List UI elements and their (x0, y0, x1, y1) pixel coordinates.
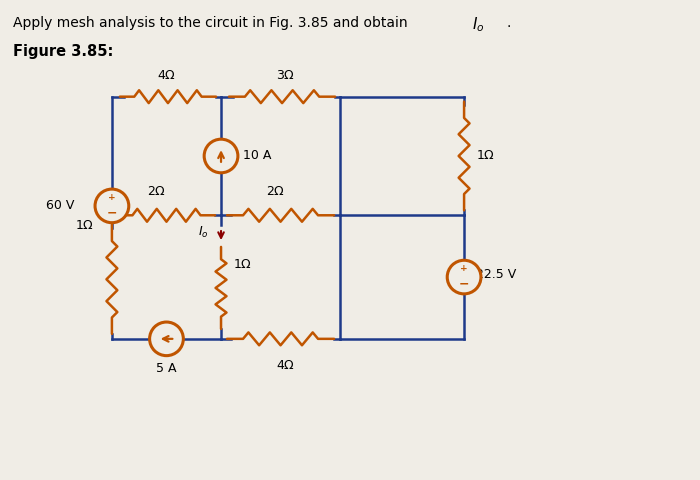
Circle shape (204, 139, 238, 173)
Text: 2$\Omega$: 2$\Omega$ (266, 185, 285, 199)
Text: Figure 3.85:: Figure 3.85: (13, 44, 113, 60)
Text: +: + (108, 192, 116, 202)
Text: 2$\Omega$: 2$\Omega$ (147, 185, 166, 199)
Text: 3$\Omega$: 3$\Omega$ (276, 69, 295, 82)
Text: 60 V: 60 V (46, 199, 74, 212)
Text: 1$\Omega$: 1$\Omega$ (233, 258, 252, 271)
Text: −: − (106, 207, 117, 220)
Circle shape (150, 322, 183, 356)
Text: +: + (461, 264, 468, 273)
Text: .: . (507, 16, 511, 30)
Text: 5 A: 5 A (156, 361, 176, 374)
Text: −: − (458, 278, 469, 291)
Text: Apply mesh analysis to the circuit in Fig. 3.85 and obtain: Apply mesh analysis to the circuit in Fi… (13, 16, 412, 30)
Text: 22.5 V: 22.5 V (476, 268, 516, 281)
Text: $I_o$: $I_o$ (199, 225, 209, 240)
Text: 1$\Omega$: 1$\Omega$ (75, 219, 94, 232)
Circle shape (447, 260, 481, 294)
Text: 10 A: 10 A (243, 149, 271, 163)
Text: 4$\Omega$: 4$\Omega$ (276, 359, 295, 372)
Text: $I_o$: $I_o$ (472, 16, 484, 35)
Circle shape (95, 189, 129, 223)
Text: 4$\Omega$: 4$\Omega$ (157, 69, 176, 82)
Text: 1$\Omega$: 1$\Omega$ (476, 149, 495, 163)
